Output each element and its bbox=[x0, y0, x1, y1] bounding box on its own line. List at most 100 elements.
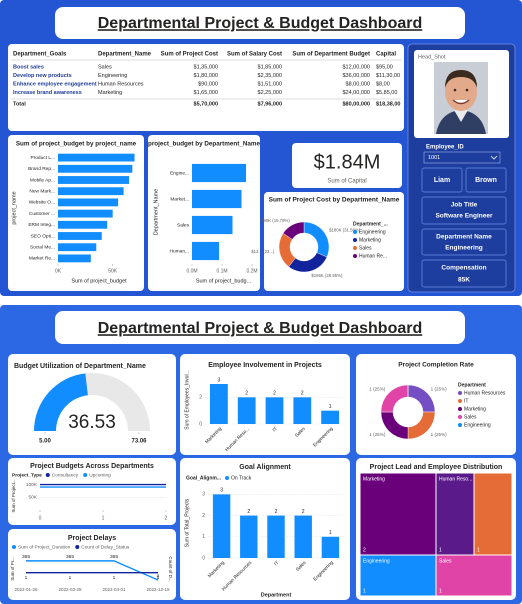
bar bbox=[58, 232, 102, 240]
table-cell: Human Resources bbox=[98, 81, 144, 87]
card-panel bbox=[292, 143, 402, 188]
table-cell: $1,80,000 bbox=[194, 73, 218, 79]
line-series bbox=[26, 560, 159, 581]
y-tick-label: Customer ... bbox=[29, 211, 55, 217]
data-label: 1 bbox=[329, 404, 332, 410]
table-total: $7,96,000 bbox=[258, 101, 282, 107]
table-cell: Sales bbox=[98, 64, 112, 70]
y-axis-label: Department_Name bbox=[153, 189, 159, 235]
info-label: Department Name bbox=[436, 234, 492, 241]
data-label: $90K (15.79%) bbox=[261, 218, 290, 223]
dropdown-value[interactable]: 1001 bbox=[428, 155, 440, 161]
tile-value: 1 bbox=[477, 547, 480, 553]
x-tick-label: 50K bbox=[108, 268, 118, 274]
bar bbox=[240, 515, 258, 558]
table-total: $18,38,00 bbox=[376, 101, 400, 107]
legend-marker bbox=[458, 415, 462, 419]
bar bbox=[192, 215, 233, 235]
legend-marker bbox=[458, 399, 462, 403]
y-tick-label: Engine... bbox=[170, 170, 189, 176]
info-card bbox=[421, 196, 507, 225]
legend-marker bbox=[75, 545, 80, 549]
y-tick-label: 0 bbox=[202, 555, 205, 561]
bar bbox=[192, 163, 246, 183]
legend-marker bbox=[45, 473, 50, 477]
y-tick-label: 2 bbox=[199, 395, 202, 401]
x-axis-label: Sum of project_budg... bbox=[196, 278, 252, 284]
data-label: 365 bbox=[22, 554, 30, 560]
y-tick-label: 2 bbox=[202, 513, 205, 519]
data-label: $13... (23...) bbox=[251, 249, 275, 254]
info-card bbox=[421, 259, 507, 288]
y-tick-label: 1 bbox=[202, 534, 205, 540]
panel bbox=[148, 135, 260, 291]
legend-label: Count of Delay_Status bbox=[81, 544, 130, 550]
table-cell: $90,000 bbox=[198, 81, 218, 87]
y-tick-label: New Mark... bbox=[29, 188, 55, 194]
y-tick-label: 0 bbox=[199, 421, 202, 427]
field-label: Employee_ID bbox=[426, 145, 464, 151]
data-label: 1 bbox=[25, 575, 28, 581]
x-tick-label: 2022-12-15 bbox=[146, 587, 170, 592]
bar bbox=[58, 164, 133, 173]
bar bbox=[212, 494, 231, 558]
chart-title: Goal Alignment bbox=[239, 464, 291, 471]
y-tick-label: Website O... bbox=[29, 200, 55, 206]
y-axis-label: Sum of Total_Projects bbox=[184, 498, 190, 547]
bar bbox=[321, 536, 340, 558]
chart-title: Sum of Project Cost by Department_Name bbox=[269, 197, 400, 204]
y-tick-label: SEO Opti... bbox=[31, 233, 55, 239]
y-tick-label: 100K bbox=[26, 482, 38, 488]
table-cell: Increase brand awareness bbox=[13, 90, 82, 96]
tile-label: Human Reso... bbox=[439, 476, 472, 482]
legend-marker bbox=[83, 473, 88, 477]
y-tick-label: ERM Integ... bbox=[28, 222, 55, 228]
table-total: $5,70,000 bbox=[194, 101, 218, 107]
info-label: Job Title bbox=[451, 202, 478, 209]
tile-value: 2 bbox=[363, 547, 366, 553]
id-dropdown[interactable] bbox=[423, 151, 501, 164]
info-card bbox=[421, 228, 507, 256]
y-tick-label: Social Me... bbox=[30, 244, 55, 250]
y-axis-label: Sum of Project... bbox=[11, 479, 16, 512]
table-total: Total bbox=[13, 101, 26, 107]
table-cell: Boost sales bbox=[13, 64, 44, 70]
x-tick-label: 2022-03-25 bbox=[58, 587, 82, 592]
panel bbox=[8, 529, 176, 600]
x-tick-label: 2022-01-26 bbox=[14, 587, 38, 592]
table-header: Department_Name bbox=[98, 52, 152, 58]
y-tick-label: Market... bbox=[170, 196, 189, 202]
bar bbox=[265, 397, 284, 424]
table-header: Sum of Department Budget bbox=[292, 52, 370, 58]
y-tick-label: 3 bbox=[202, 492, 205, 498]
panel bbox=[8, 458, 176, 525]
x-tick-label: 0.0M bbox=[186, 268, 197, 274]
chart-title: project_budget by Department_Name bbox=[148, 141, 260, 148]
legend-label: Human Resources bbox=[464, 390, 506, 396]
tile-value: 1 bbox=[363, 588, 366, 594]
legend-title: Goal_Alignm... bbox=[186, 475, 222, 481]
legend-marker bbox=[458, 423, 462, 427]
bar bbox=[210, 384, 228, 424]
table-cell: $36,00,000 bbox=[342, 73, 370, 79]
legend-label: Marketing bbox=[464, 406, 486, 412]
legend-marker bbox=[12, 545, 16, 549]
table-cell: $24,00,000 bbox=[342, 90, 370, 96]
bar bbox=[58, 176, 130, 184]
chart-title: Budget Utilization of Department_Name bbox=[14, 363, 146, 370]
data-label: 3 bbox=[220, 488, 223, 494]
bar bbox=[192, 241, 219, 261]
x-tick-label: 0.1M bbox=[216, 268, 227, 274]
panel bbox=[356, 354, 516, 455]
y-axis-label: project_name bbox=[11, 191, 17, 224]
table-cell: $2,35,000 bbox=[258, 73, 282, 79]
legend-label: Consultancy bbox=[52, 472, 79, 478]
data-label: 2 bbox=[302, 509, 305, 515]
treemap-tile bbox=[435, 554, 513, 597]
dropdown-chevron[interactable] bbox=[490, 155, 498, 160]
info-label: Compensation bbox=[441, 265, 486, 272]
legend-label: IT bbox=[464, 398, 468, 404]
data-label: 1 (25%) bbox=[369, 432, 386, 437]
panel bbox=[180, 458, 350, 600]
y-tick-label: Product L... bbox=[30, 155, 55, 161]
